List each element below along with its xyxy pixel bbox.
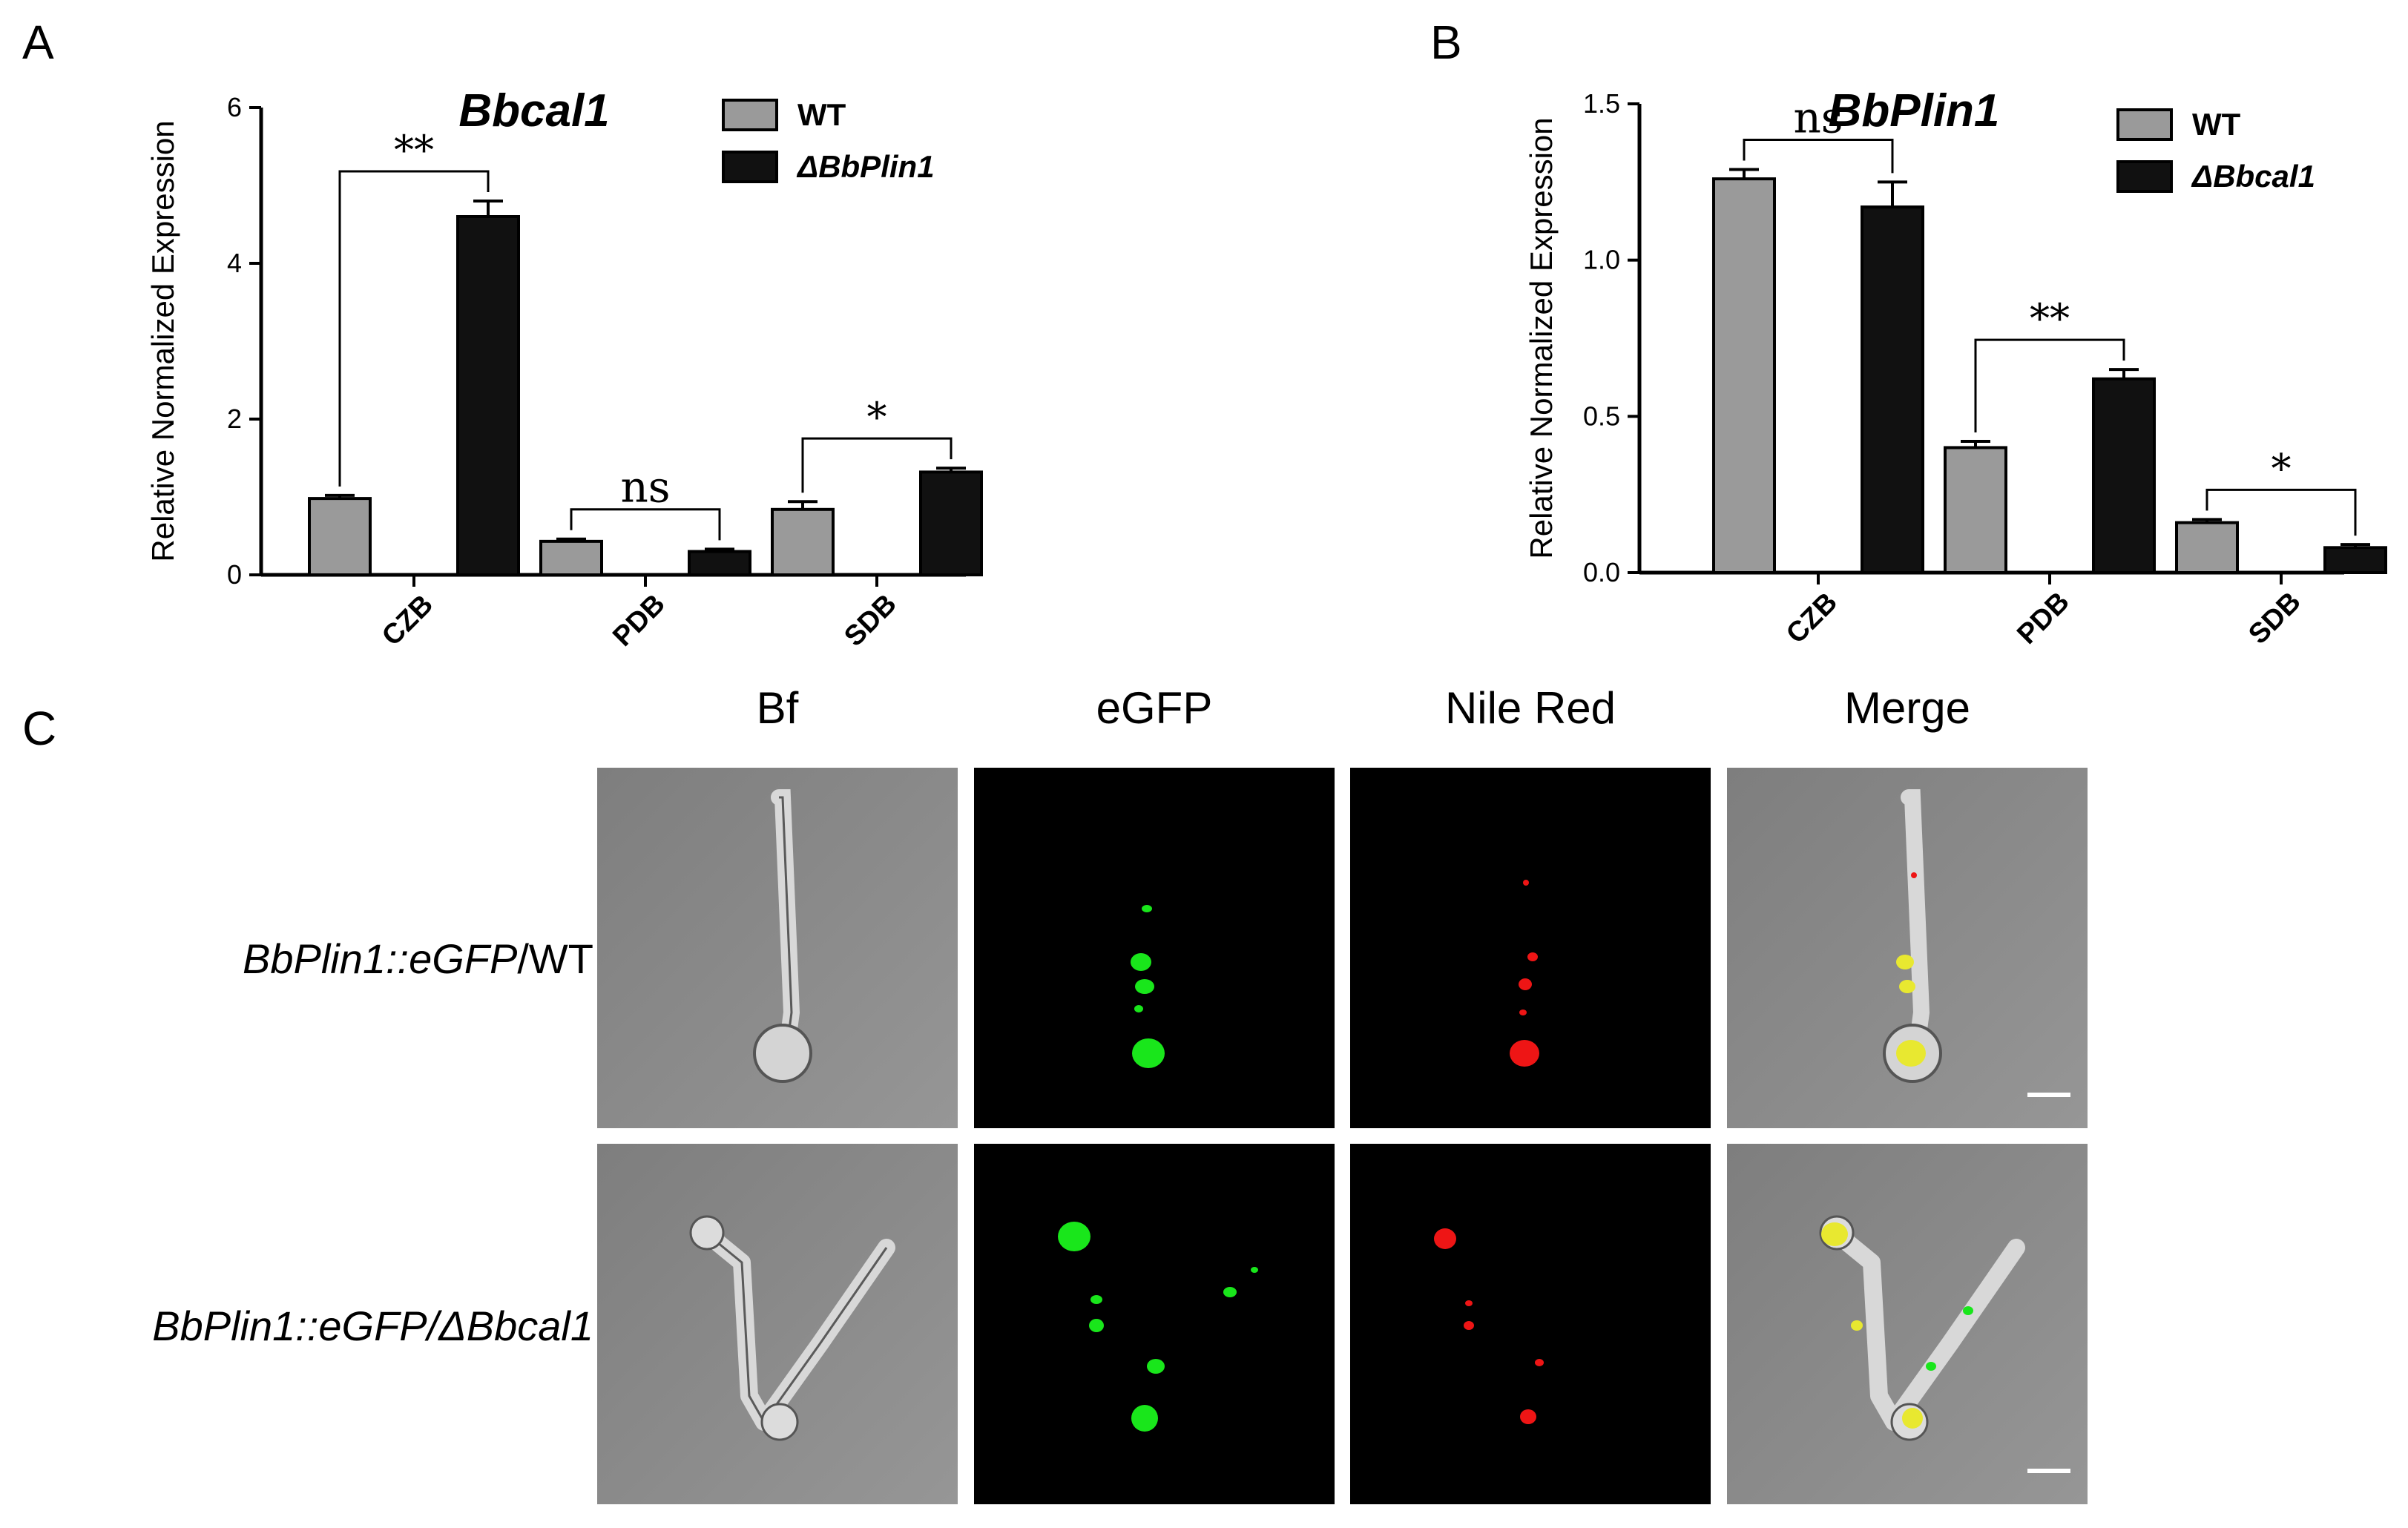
row-label-wt-plain: /WT	[517, 935, 593, 982]
chart-title: Bbcal1	[458, 85, 609, 136]
bar	[2092, 377, 2156, 574]
significance-bracket	[338, 170, 490, 487]
chart-bbcal1: 0 2 4 6 Relative Normalized Expression Bbcal1…	[145, 85, 983, 653]
image-nile-red-wt	[1350, 768, 1711, 1128]
significance-label: ns	[1793, 92, 1843, 142]
column-header-merge: Merge	[1843, 683, 1971, 733]
image-bf-wt	[597, 768, 958, 1128]
x-tick-label: PDB	[2011, 586, 2075, 650]
image-merge-wt	[1727, 768, 2088, 1128]
x-tick-label: SDB	[838, 588, 902, 652]
bar	[771, 507, 835, 576]
y-axis-label: Relative Normalized Expression	[145, 120, 180, 562]
image-egfp-mutant	[974, 1144, 1335, 1504]
y-tick-label: 1.0	[1583, 245, 1620, 275]
y-tick-label: 0.0	[1583, 557, 1620, 587]
legend-swatch	[722, 151, 778, 183]
y-tick-label: 0.5	[1583, 401, 1620, 431]
significance-label: *	[867, 394, 887, 441]
significance-bracket	[801, 437, 953, 493]
y-tick-label: 2	[227, 404, 242, 434]
bar	[919, 470, 983, 577]
significance-bracket	[1743, 138, 1894, 174]
legend-swatch	[2116, 160, 2173, 193]
row-label-mutant-italic: BbPlin1::eGFP/ΔBbcal1	[152, 1303, 593, 1349]
x-tick-label: CZB	[1780, 587, 1843, 650]
row-label-mutant: BbPlin1::eGFP/ΔBbcal1	[152, 1302, 593, 1350]
chart-bbplin1: 0.0 0.5 1.0 1.5 Relative Normalized Expressi…	[1524, 85, 2387, 651]
significance-label: ns	[620, 462, 670, 513]
bar	[688, 550, 751, 576]
significance-bracket	[1974, 338, 2125, 433]
bar	[2323, 546, 2387, 574]
significance-label: **	[394, 127, 434, 174]
panel-label-c: C	[22, 702, 57, 755]
bar	[2175, 521, 2239, 574]
panel-label-a: A	[22, 16, 54, 69]
image-nile-red-mutant	[1350, 1144, 1711, 1504]
significance-bracket	[2205, 488, 2357, 536]
significance-label: *	[2272, 445, 2292, 492]
y-tick-label: 0	[227, 559, 242, 590]
bar	[1861, 205, 1924, 574]
bar	[456, 215, 520, 576]
legend-label: WT	[797, 97, 846, 132]
legend-label: WT	[2192, 107, 2241, 142]
image-merge-mutant	[1727, 1144, 2088, 1504]
scale-bar	[2027, 1469, 2070, 1473]
bar	[1712, 177, 1776, 574]
y-axis-label: Relative Normalized Expression	[1524, 117, 1559, 559]
significance-bracket	[570, 508, 721, 541]
legend-label: ΔBbPlin1	[796, 149, 935, 184]
x-tick-label: SDB	[2243, 586, 2306, 650]
image-egfp-wt	[974, 768, 1335, 1128]
y-tick-label: 4	[227, 248, 242, 278]
bar	[308, 497, 372, 576]
bar	[1944, 446, 2007, 575]
y-tick-label: 1.5	[1583, 88, 1620, 119]
panel-label-b: B	[1430, 16, 1462, 69]
row-label-wt: BbPlin1::eGFP/WT	[243, 935, 593, 983]
image-bf-mutant	[597, 1144, 958, 1504]
column-header-egfp: eGFP	[1096, 683, 1213, 733]
column-header-nile-red: Nile Red	[1444, 683, 1616, 733]
column-header-bf: Bf	[756, 683, 799, 733]
legend-label: ΔBbcal1	[2191, 159, 2315, 194]
chart-title: BbPlin1	[1829, 85, 2000, 136]
x-tick-label: CZB	[376, 589, 439, 652]
legend-swatch	[2116, 108, 2173, 141]
row-label-wt-italic: BbPlin1::eGFP	[242, 935, 518, 982]
legend-swatch	[722, 99, 778, 131]
x-tick-label: PDB	[607, 588, 671, 652]
y-tick-label: 6	[227, 92, 242, 122]
scale-bar	[2027, 1093, 2070, 1097]
bar	[539, 539, 603, 576]
significance-label: **	[2030, 295, 2070, 342]
